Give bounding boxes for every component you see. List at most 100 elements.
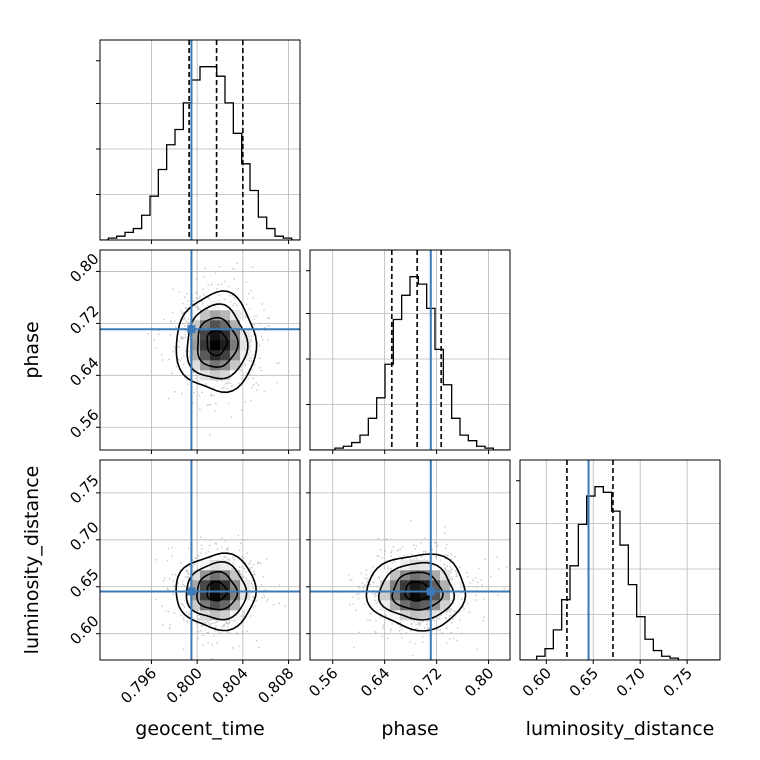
density-cell [190, 340, 201, 351]
density-cell [220, 370, 231, 381]
density-cell [200, 330, 211, 341]
density-cell [200, 600, 211, 611]
density-cell [230, 570, 241, 581]
y-tick-label: 0.75 [66, 471, 102, 507]
density-cell [180, 590, 191, 601]
x-tick-label: 0.70 [613, 664, 649, 700]
x-tick-label: 0.56 [305, 664, 341, 700]
density-cell [420, 590, 431, 601]
density-cell [210, 330, 221, 341]
x-tick-label: 0.804 [209, 664, 252, 707]
truth-marker [187, 587, 196, 596]
y-tick-label: 0.80 [66, 250, 102, 286]
density-cell [200, 570, 211, 581]
density-cell [210, 370, 221, 381]
density-cell [240, 340, 251, 351]
panel-frame [99, 39, 301, 241]
density-cell [240, 590, 251, 601]
density-cell [430, 570, 441, 581]
y-axis-label-phase: phase [21, 321, 43, 378]
density-cell [220, 310, 231, 321]
panel-content [100, 460, 300, 660]
density-cell [450, 590, 461, 601]
density-cell [410, 610, 421, 621]
density-cell [430, 610, 441, 621]
panel-frame [99, 459, 301, 661]
density-cell [200, 320, 211, 331]
density-cell [220, 560, 231, 571]
x-tick-label: 0.75 [660, 664, 696, 700]
density-cell [420, 600, 431, 611]
contour-level [196, 316, 239, 368]
density-cell [240, 600, 251, 611]
x-tick-label: 0.72 [409, 664, 445, 700]
density-cell [380, 600, 391, 611]
density-cell [410, 600, 421, 611]
panel-content [100, 40, 300, 240]
x-tick-label: 0.80 [461, 664, 497, 700]
density-cell [220, 350, 231, 361]
y-tick-label: 0.60 [66, 612, 102, 648]
density-cell [440, 600, 451, 611]
density-cell [390, 590, 401, 601]
density-cell [410, 570, 421, 581]
x-tick-label: 0.65 [566, 664, 602, 700]
density-cell [220, 570, 231, 581]
density-cell [420, 610, 431, 621]
histogram-step [520, 486, 720, 660]
panel-luminosity_distance-hist: 0.60 0.65 0.70 0.75 [516, 459, 721, 700]
density-cell [190, 330, 201, 341]
density-cell [230, 360, 241, 371]
y-tick-label: 0.64 [66, 354, 102, 390]
density-cell [190, 580, 201, 591]
panels-layer: 0.56 0.64 0.72 0.80 0.796 0.800 0.804 0.808 0.60… [66, 39, 721, 707]
density-cell [190, 360, 201, 371]
x-axis-label-luminosity-distance: luminosity_distance [526, 718, 715, 740]
density-cell [210, 360, 221, 371]
x-tick-label: 0.64 [357, 664, 393, 700]
density-cell [420, 570, 431, 581]
panel-content [100, 250, 300, 450]
density-cell [230, 370, 241, 381]
density-cell [410, 580, 421, 591]
density-cell [210, 600, 221, 611]
density-cell [180, 340, 191, 351]
y-tick-label: 0.70 [66, 518, 102, 554]
panel-content [310, 250, 510, 450]
density-cell [390, 600, 401, 611]
density-cell [220, 600, 231, 611]
panel-phase-vs-luminosity_distance: 0.56 0.64 0.72 0.80 [305, 459, 511, 700]
density-cell [220, 330, 231, 341]
density-cell [230, 350, 241, 361]
panel-geocent_time-vs-luminosity_distance: 0.796 0.800 0.804 0.808 0.60 0.65 0.70 0.75 [66, 459, 301, 707]
density-cell [430, 590, 441, 601]
density-cell [220, 340, 231, 351]
contour-level [175, 290, 258, 394]
density-cell [190, 570, 201, 581]
density-cell [390, 610, 401, 621]
density-cell [400, 610, 411, 621]
density-cell [200, 340, 211, 351]
y-tick-label: 0.65 [66, 565, 102, 601]
density-cell [210, 610, 221, 621]
density-cell [200, 580, 211, 591]
density-cell [240, 320, 251, 331]
density-cell [430, 580, 441, 591]
x-axis-label-phase: phase [381, 718, 438, 740]
contour-level [186, 303, 249, 380]
panel-geocent_time-hist [96, 39, 301, 244]
density-cell [210, 310, 221, 321]
panel-content [310, 460, 510, 660]
panel-frame [519, 459, 721, 661]
density-cell [200, 590, 211, 601]
density-cell [200, 350, 211, 361]
density-cell [390, 570, 401, 581]
density-cell [380, 570, 391, 581]
density-cell [220, 320, 231, 331]
x-tick-label: 0.800 [163, 664, 206, 707]
panel-geocent_time-vs-phase: 0.56 0.64 0.72 0.80 [66, 249, 301, 454]
truth-marker [426, 587, 435, 596]
density-cell [210, 320, 221, 331]
density-cell [190, 350, 201, 361]
